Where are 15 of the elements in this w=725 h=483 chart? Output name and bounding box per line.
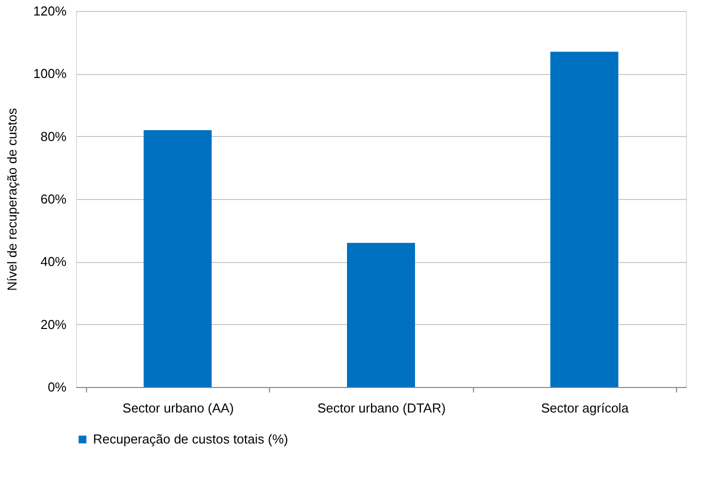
bar (144, 130, 212, 387)
x-tick-label: Sector urbano (DTAR) (317, 400, 446, 416)
y-tick-label: 120% (33, 4, 67, 18)
y-tick-label: 0% (48, 380, 67, 394)
y-axis-title: Nível de recuperação de custos (4, 108, 20, 291)
y-tick-label: 20% (40, 316, 67, 332)
legend-label: Recuperação de custos totais (%) (93, 432, 288, 446)
y-tick-label: 60% (40, 192, 67, 206)
bar (347, 242, 415, 387)
y-tick-label: 80% (40, 128, 67, 144)
bar (550, 52, 618, 387)
x-tick-label: Sector urbano (AA) (122, 400, 234, 416)
x-tick-label: Sector agrícola (541, 400, 630, 416)
y-tick-label: 40% (40, 254, 67, 270)
y-tick-label: 100% (33, 66, 67, 82)
